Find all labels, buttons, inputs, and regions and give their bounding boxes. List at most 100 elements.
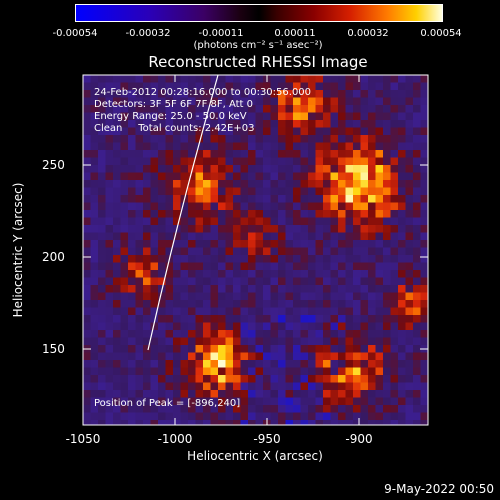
image-pixel (278, 202, 287, 211)
image-pixel (383, 127, 392, 136)
image-pixel (165, 390, 174, 399)
image-pixel (383, 322, 392, 331)
image-pixel (308, 330, 317, 339)
image-pixel (158, 135, 167, 144)
image-pixel (270, 217, 279, 226)
image-pixel (143, 142, 152, 151)
image-pixel (188, 315, 197, 324)
image-pixel (120, 165, 129, 174)
image-pixel (218, 232, 227, 241)
image-pixel (195, 262, 204, 271)
image-pixel (315, 142, 324, 151)
image-pixel (143, 420, 152, 425)
image-pixel (218, 90, 227, 99)
image-pixel (360, 307, 369, 316)
image-pixel (405, 405, 414, 414)
image-pixel (330, 352, 339, 361)
image-pixel (353, 202, 362, 211)
image-pixel (98, 285, 107, 294)
image-pixel (210, 307, 219, 316)
image-pixel (210, 240, 219, 249)
image-pixel (180, 240, 189, 249)
image-pixel (195, 135, 204, 144)
image-pixel (300, 142, 309, 151)
image-pixel (390, 255, 399, 264)
image-pixel (135, 217, 144, 226)
info-energy-range: Energy Range: 25.0 - 50.0 keV (94, 111, 247, 122)
image-pixel (203, 330, 212, 339)
image-pixel (345, 127, 354, 136)
image-pixel (368, 142, 377, 151)
image-pixel (390, 330, 399, 339)
image-pixel (113, 270, 122, 279)
image-pixel (308, 277, 317, 286)
image-pixel (360, 232, 369, 241)
image-pixel (195, 127, 204, 136)
image-pixel (143, 277, 152, 286)
image-pixel (188, 375, 197, 384)
image-pixel (308, 247, 317, 256)
image-pixel (270, 157, 279, 166)
x-tick-label: -900 (345, 432, 373, 446)
image-pixel (210, 90, 219, 99)
image-pixel (173, 127, 182, 136)
image-pixel (180, 330, 189, 339)
image-pixel (398, 277, 407, 286)
image-pixel (173, 375, 182, 384)
image-pixel (345, 90, 354, 99)
image-pixel (83, 202, 92, 211)
image-pixel (255, 277, 264, 286)
image-pixel (405, 390, 414, 399)
image-pixel (330, 292, 339, 301)
image-pixel (315, 412, 324, 421)
image-pixel (203, 337, 212, 346)
image-pixel (128, 397, 137, 406)
image-pixel (203, 322, 212, 331)
image-pixel (158, 360, 167, 369)
image-pixel (278, 315, 287, 324)
image-pixel (315, 360, 324, 369)
image-pixel (263, 322, 272, 331)
image-pixel (420, 82, 428, 91)
image-pixel (263, 112, 272, 121)
image-pixel (398, 412, 407, 421)
image-pixel (353, 172, 362, 181)
image-pixel (360, 75, 369, 84)
image-pixel (315, 255, 324, 264)
image-pixel (233, 142, 242, 151)
image-pixel (128, 172, 137, 181)
image-pixel (105, 195, 114, 204)
image-pixel (285, 210, 294, 219)
image-pixel (218, 405, 227, 414)
image-pixel (413, 255, 422, 264)
image-pixel (353, 180, 362, 189)
image-pixel (83, 157, 92, 166)
image-pixel (128, 382, 137, 391)
image-pixel (150, 142, 159, 151)
image-pixel (255, 112, 264, 121)
image-pixel (83, 90, 92, 99)
image-pixel (353, 322, 362, 331)
image-pixel (278, 382, 287, 391)
image-pixel (398, 157, 407, 166)
image-pixel (398, 345, 407, 354)
image-pixel (210, 375, 219, 384)
image-pixel (405, 352, 414, 361)
x-axis-label: Heliocentric X (arcsec) (187, 449, 323, 463)
rhessi-image[interactable] (83, 75, 428, 425)
image-pixel (233, 232, 242, 241)
image-pixel (150, 187, 159, 196)
image-pixel (143, 187, 152, 196)
image-pixel (345, 337, 354, 346)
image-pixel (143, 240, 152, 249)
image-pixel (248, 397, 257, 406)
image-pixel (420, 315, 428, 324)
image-pixel (240, 367, 249, 376)
image-pixel (270, 247, 279, 256)
image-pixel (98, 127, 107, 136)
image-pixel (278, 277, 287, 286)
image-pixel (203, 292, 212, 301)
image-pixel (135, 270, 144, 279)
image-pixel (293, 405, 302, 414)
image-pixel (263, 217, 272, 226)
